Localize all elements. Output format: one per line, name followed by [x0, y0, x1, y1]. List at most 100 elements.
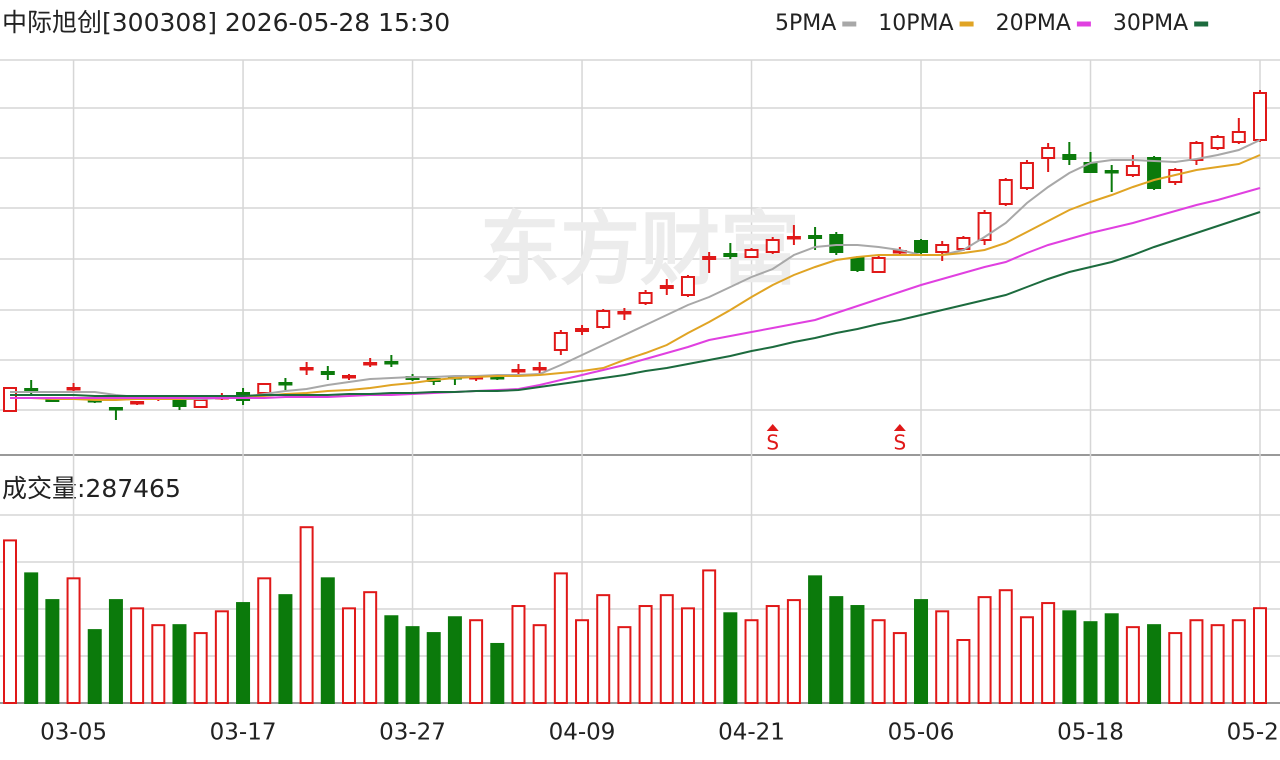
- volume-bar: [447, 616, 462, 704]
- volume-bar: [469, 619, 484, 705]
- candle-body: [680, 276, 695, 296]
- candle-body: [341, 375, 356, 379]
- candle-body: [765, 239, 780, 253]
- volume-bar: [977, 596, 992, 705]
- candle-body: [829, 234, 844, 253]
- volume-bar: [744, 619, 759, 705]
- volume-bar: [24, 572, 39, 705]
- volume-bar: [257, 577, 272, 704]
- candle-body: [914, 240, 929, 253]
- candle-body: [257, 383, 272, 394]
- volume-bar: [214, 610, 229, 705]
- x-tick-label: 05-18: [1057, 720, 1124, 746]
- candle-body: [1231, 131, 1246, 143]
- candle-body: [575, 328, 590, 332]
- candle-body: [66, 387, 81, 391]
- volume-bar: [914, 599, 929, 704]
- candle-body: [532, 367, 547, 371]
- ma-line: [10, 187, 1261, 399]
- volume-bar: [405, 626, 420, 705]
- volume-bar: [850, 605, 865, 704]
- signal-label: S: [766, 431, 779, 455]
- volume-bar: [532, 624, 547, 704]
- volume-bar: [1125, 626, 1140, 705]
- candle-body: [808, 235, 823, 239]
- signal-label: S: [893, 431, 906, 455]
- candle-body: [130, 401, 145, 405]
- volume-bar: [659, 594, 674, 704]
- candle-body: [702, 256, 717, 260]
- volume-bar: [1104, 613, 1119, 705]
- volume-bar: [998, 589, 1013, 705]
- candle-body: [384, 361, 399, 365]
- x-tick-label: 04-21: [718, 720, 785, 746]
- ma-line: [10, 211, 1261, 397]
- candle-body: [659, 285, 674, 289]
- chart-title: 中际旭创[300308] 2026-05-28 15:30: [2, 8, 450, 37]
- volume-bar: [426, 632, 441, 705]
- candle-body: [553, 332, 568, 351]
- volume-bar: [151, 624, 166, 704]
- volume-bar: [172, 624, 187, 704]
- candle-body: [935, 244, 950, 253]
- x-tick-label: 05-28: [1227, 720, 1280, 746]
- candle-body: [617, 311, 632, 315]
- volume-bar: [1210, 624, 1225, 704]
- x-tick-label: 03-27: [379, 720, 446, 746]
- volume-bar: [1062, 610, 1077, 705]
- volume-bar: [1083, 621, 1098, 705]
- volume-bar: [956, 639, 971, 704]
- candle-body: [850, 257, 865, 271]
- volume-bar: [935, 610, 950, 705]
- volume-bar: [3, 539, 17, 704]
- candle-body: [1210, 136, 1225, 149]
- volume-bar: [680, 607, 695, 704]
- volume-bar: [1147, 624, 1162, 704]
- legend-label: 10PMA: [878, 11, 953, 36]
- x-tick-label: 03-17: [210, 720, 277, 746]
- volume-bar: [617, 626, 632, 705]
- candle-body: [638, 292, 653, 304]
- candle-body: [1104, 170, 1119, 174]
- volume-bar: [236, 602, 251, 705]
- volume-bar: [786, 599, 801, 704]
- volume-bar: [892, 632, 907, 705]
- candle-body: [723, 253, 738, 257]
- volume-bar: [511, 605, 526, 704]
- candle-body: [1125, 165, 1140, 176]
- volume-bar: [45, 599, 60, 704]
- legend-label: 30PMA: [1113, 11, 1188, 36]
- volume-bar: [490, 642, 505, 705]
- candle-body: [1147, 157, 1162, 189]
- candle-body: [3, 387, 17, 412]
- candle-body: [299, 367, 314, 371]
- volume-bar: [1189, 619, 1204, 705]
- volume-bar: [66, 577, 81, 704]
- candle-body: [786, 236, 801, 240]
- candle-body: [320, 371, 335, 375]
- volume-bar: [702, 569, 717, 704]
- signal-arrow: [893, 424, 906, 431]
- volume-bar: [1231, 619, 1246, 705]
- candle-body: [744, 249, 759, 258]
- volume-bar: [193, 632, 208, 705]
- candle-body: [871, 257, 886, 273]
- x-tick-label: 05-06: [888, 720, 955, 746]
- volume-bar: [278, 594, 293, 704]
- volume-bar: [341, 607, 356, 704]
- x-tick-label: 04-09: [549, 720, 616, 746]
- candle-body: [977, 212, 992, 241]
- candle-body: [1253, 92, 1267, 141]
- volume-bar: [596, 594, 611, 704]
- legend-label: 5PMA: [775, 11, 836, 36]
- candle-body: [998, 179, 1013, 205]
- candle-body: [1041, 147, 1056, 159]
- candle-body: [1062, 154, 1077, 160]
- volume-bar: [1253, 607, 1267, 705]
- candle-body: [363, 362, 378, 366]
- candle-body: [193, 399, 208, 408]
- x-tick-label: 03-05: [40, 720, 107, 746]
- volume-bar: [765, 605, 780, 704]
- volume-bar: [87, 629, 102, 704]
- candle-body: [490, 376, 505, 380]
